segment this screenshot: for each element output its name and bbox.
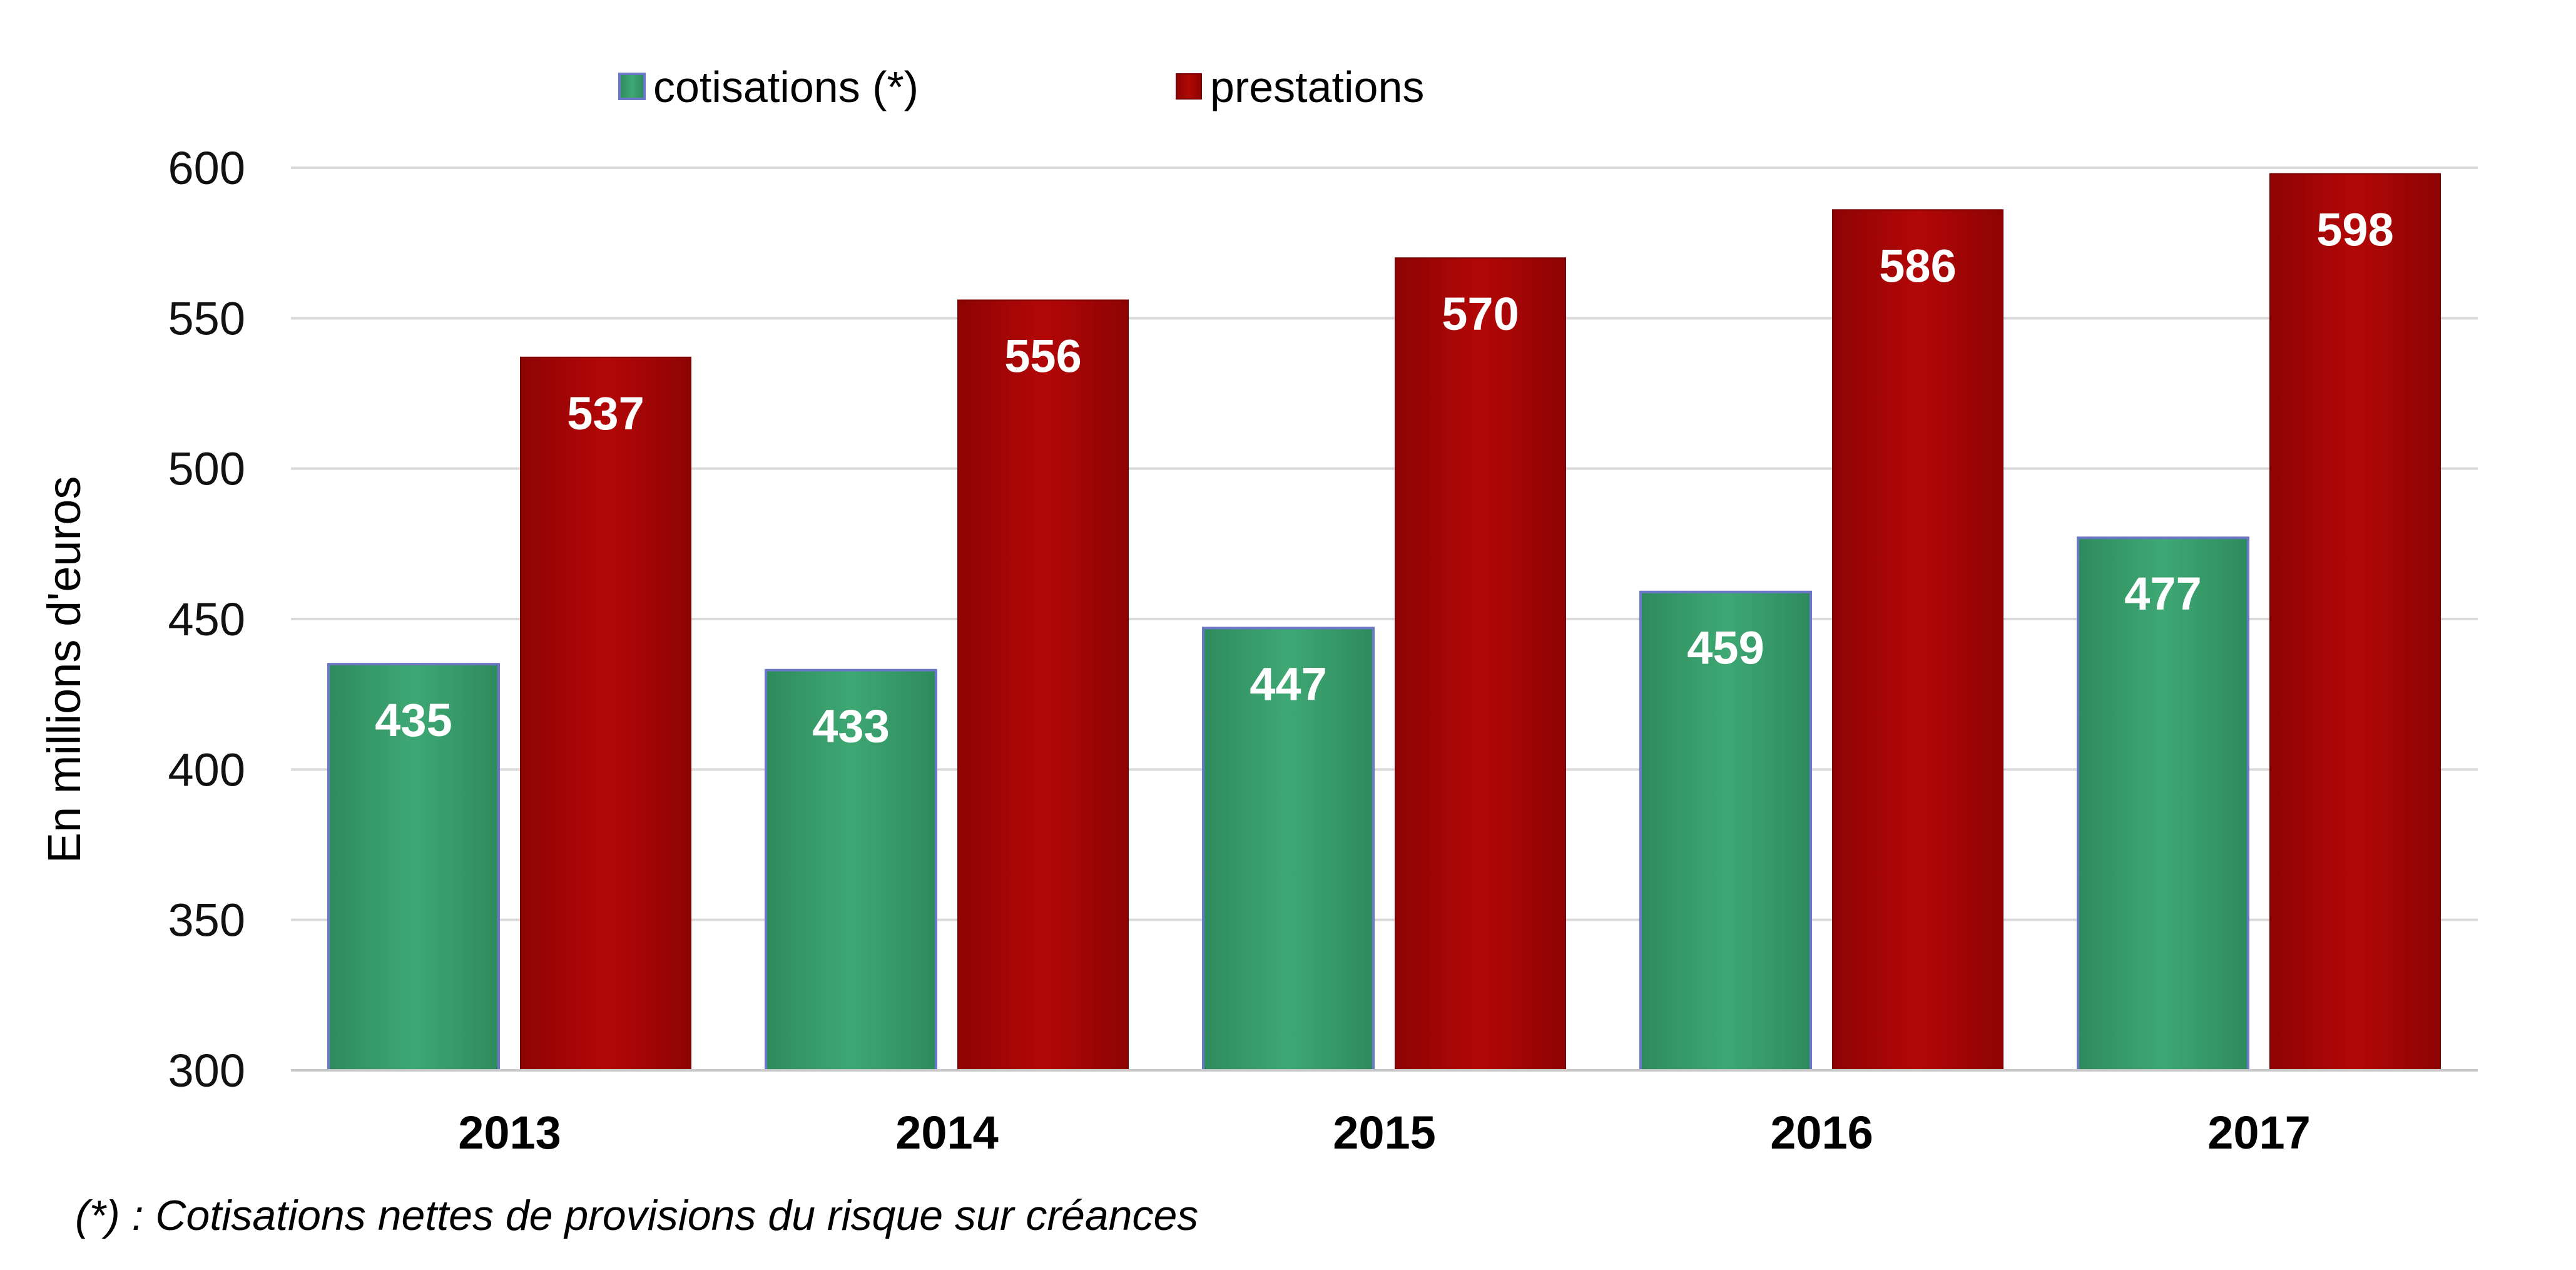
bar-prestations-2015 — [1395, 257, 1566, 1072]
data-label-prestations-2014: 556 — [1004, 330, 1081, 382]
legend-label-prestations: prestations — [1210, 63, 1424, 111]
bar-prestations-2014 — [957, 299, 1129, 1072]
legend-swatch-cotisations — [618, 73, 646, 100]
bar-prestations-2013 — [520, 356, 691, 1072]
data-label-prestations-2016: 586 — [1879, 240, 1956, 292]
legend: cotisations (*) prestations — [618, 63, 1424, 111]
data-label-prestations-2013: 537 — [567, 387, 644, 439]
data-label-prestations-2017: 598 — [2316, 204, 2393, 256]
data-label-cotisations-2016: 459 — [1687, 622, 1764, 674]
y-tick-label: 550 — [168, 292, 245, 344]
data-label-cotisations-2013: 435 — [375, 694, 452, 746]
y-tick-label: 400 — [168, 744, 245, 796]
y-tick-label: 600 — [168, 142, 245, 194]
legend-swatch-prestations — [1176, 73, 1202, 100]
x-tick-label: 2016 — [1770, 1107, 1873, 1159]
data-labels: 435 537 433 556 447 570 459 586 477 598 — [375, 204, 2393, 752]
y-axis-label: En millions d'euros — [38, 476, 90, 864]
x-tick-label: 2017 — [2207, 1107, 2311, 1159]
y-tick-label: 450 — [168, 593, 245, 645]
x-tick-label: 2013 — [458, 1107, 561, 1159]
bars — [327, 173, 2441, 1072]
data-label-cotisations-2014: 433 — [812, 700, 889, 752]
y-tick-label: 500 — [168, 443, 245, 495]
bar-cotisations-2015 — [1202, 627, 1375, 1072]
legend-label-cotisations: cotisations (*) — [653, 63, 919, 111]
y-axis-ticks: 300 350 400 450 500 550 600 — [168, 142, 245, 1097]
data-label-prestations-2015: 570 — [1442, 288, 1519, 340]
footnote: (*) : Cotisations nettes de provisions d… — [75, 1192, 1198, 1239]
x-tick-label: 2014 — [895, 1107, 999, 1159]
x-tick-label: 2015 — [1333, 1107, 1436, 1159]
bar-cotisations-2014 — [765, 668, 937, 1072]
y-tick-label: 350 — [168, 894, 245, 946]
y-tick-label: 300 — [168, 1045, 245, 1097]
data-label-cotisations-2015: 447 — [1250, 658, 1326, 710]
bar-cotisations-2017 — [2077, 536, 2249, 1072]
bar-prestations-2017 — [2269, 173, 2441, 1072]
x-axis-ticks: 2013 2014 2015 2016 2017 — [458, 1107, 2311, 1159]
bar-prestations-2016 — [1832, 209, 2003, 1071]
bar-cotisations-2016 — [1639, 590, 1812, 1072]
data-label-cotisations-2017: 477 — [2124, 568, 2201, 620]
